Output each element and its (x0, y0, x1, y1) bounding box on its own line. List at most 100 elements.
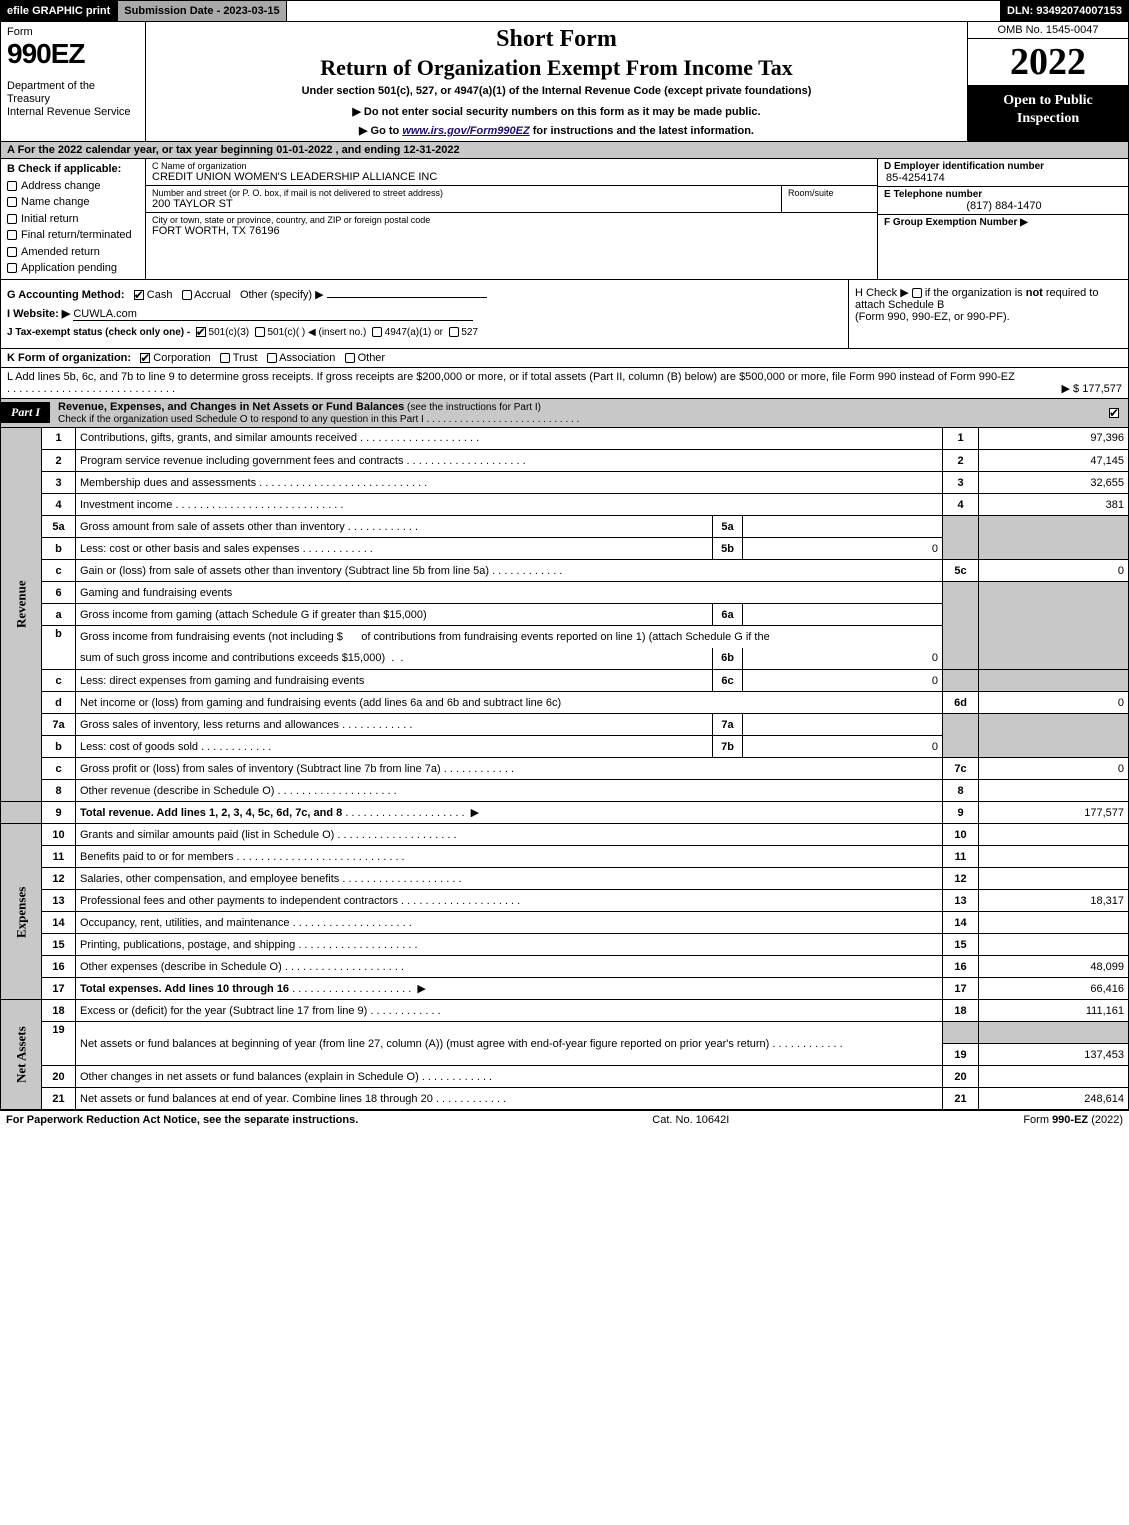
chk-address-change[interactable]: Address change (7, 178, 139, 195)
row-l: L Add lines 5b, 6c, and 7b to line 9 to … (0, 368, 1129, 399)
lbl-initial-return: Initial return (21, 213, 78, 225)
l13-rval: 18,317 (979, 890, 1129, 912)
footer-right: Form 990-EZ (2022) (1023, 1114, 1123, 1126)
l5b-sublabel: 5b (713, 538, 743, 560)
chk-4947[interactable] (372, 327, 382, 337)
street-row: Number and street (or P. O. box, if mail… (146, 186, 877, 213)
l4-rnum: 4 (943, 494, 979, 516)
l5c-rnum: 5c (943, 560, 979, 582)
group-exemption-label: F Group Exemption Number ▶ (884, 217, 1122, 228)
city-value: FORT WORTH, TX 76196 (152, 225, 871, 237)
phone-value: (817) 884-1470 (884, 200, 1122, 212)
chk-name-change[interactable]: Name change (7, 194, 139, 211)
header-center: Short Form Return of Organization Exempt… (146, 22, 968, 141)
lines-table: Revenue 1 Contributions, gifts, grants, … (0, 428, 1129, 1111)
header-right: OMB No. 1545-0047 2022 Open to Public In… (968, 22, 1128, 141)
chk-accrual[interactable] (182, 290, 192, 300)
chk-501c[interactable] (255, 327, 265, 337)
l15-rnum: 15 (943, 934, 979, 956)
l4-desc: Investment income (76, 494, 943, 516)
line-3: 3 Membership dues and assessments 3 32,6… (1, 472, 1129, 494)
l6c-rnum-grey (943, 670, 979, 692)
chk-527[interactable] (449, 327, 459, 337)
l12-desc: Salaries, other compensation, and employ… (76, 868, 943, 890)
l19-rval-grey (979, 1022, 1129, 1044)
l18-rval: 111,161 (979, 1000, 1129, 1022)
line-19a: 19 Net assets or fund balances at beginn… (1, 1022, 1129, 1044)
chk-initial-return[interactable]: Initial return (7, 211, 139, 228)
chk-amended-return[interactable]: Amended return (7, 244, 139, 261)
lbl-4947: 4947(a)(1) or (385, 327, 443, 338)
l5c-rval: 0 (979, 560, 1129, 582)
l21-num: 21 (42, 1088, 76, 1110)
l7b-subval: 0 (743, 736, 943, 758)
lbl-other-specify: Other (specify) ▶ (240, 289, 324, 301)
l7b-desc: Less: cost of goods sold (76, 736, 713, 758)
col-c-org-info: C Name of organization CREDIT UNION WOME… (146, 159, 878, 279)
l7a-subval (743, 714, 943, 736)
row-k: K Form of organization: Corporation Trus… (0, 349, 1129, 368)
l7c-rval: 0 (979, 758, 1129, 780)
footer-center: Cat. No. 10642I (652, 1114, 729, 1126)
chk-cash[interactable] (134, 290, 144, 300)
ein-label: D Employer identification number (884, 161, 1122, 172)
room-suite: Room/suite (781, 186, 871, 212)
l8-desc: Other revenue (describe in Schedule O) (76, 780, 943, 802)
l12-num: 12 (42, 868, 76, 890)
col-b-checkboxes: B Check if applicable: Address change Na… (1, 159, 146, 279)
l5ab-rnum-grey (943, 516, 979, 560)
l18-desc: Excess or (deficit) for the year (Subtra… (76, 1000, 943, 1022)
l5c-desc: Gain or (loss) from sale of assets other… (76, 560, 943, 582)
chk-association[interactable] (267, 353, 277, 363)
l7b-num: b (42, 736, 76, 758)
chk-corporation[interactable] (140, 353, 150, 363)
l6c-desc: Less: direct expenses from gaming and fu… (76, 670, 713, 692)
under-section: Under section 501(c), 527, or 4947(a)(1)… (154, 85, 959, 97)
phone-row: E Telephone number (817) 884-1470 (878, 187, 1128, 215)
goto-post: for instructions and the latest informat… (530, 125, 754, 137)
website-value: CUWLA.com (73, 308, 137, 320)
l7a-num: 7a (42, 714, 76, 736)
l16-rval: 48,099 (979, 956, 1129, 978)
row-ghij: G Accounting Method: Cash Accrual Other … (0, 280, 1129, 349)
l12-rnum: 12 (943, 868, 979, 890)
chk-application-pending[interactable]: Application pending (7, 260, 139, 277)
goto-note: ▶ Go to www.irs.gov/Form990EZ for instru… (154, 124, 959, 137)
goto-pre: ▶ Go to (359, 125, 402, 137)
city-row: City or town, state or province, country… (146, 213, 877, 279)
line-6c: c Less: direct expenses from gaming and … (1, 670, 1129, 692)
chk-h[interactable] (912, 288, 922, 298)
org-name-label: C Name of organization (152, 161, 871, 171)
chk-final-return[interactable]: Final return/terminated (7, 227, 139, 244)
h-text1: H Check ▶ (855, 287, 909, 299)
l5b-subval: 0 (743, 538, 943, 560)
line-13: 13 Professional fees and other payments … (1, 890, 1129, 912)
line-7a: 7a Gross sales of inventory, less return… (1, 714, 1129, 736)
l20-rnum: 20 (943, 1066, 979, 1088)
chk-other-org[interactable] (345, 353, 355, 363)
l6-desc: Gaming and fundraising events (76, 582, 943, 604)
l9-desc: Total revenue. Add lines 1, 2, 3, 4, 5c,… (76, 802, 943, 824)
l6d-rval: 0 (979, 692, 1129, 714)
l2-rval: 47,145 (979, 450, 1129, 472)
l21-rval: 248,614 (979, 1088, 1129, 1110)
chk-trust[interactable] (220, 353, 230, 363)
chk-501c3[interactable] (196, 327, 206, 337)
efile-print-button[interactable]: efile GRAPHIC print (0, 0, 117, 22)
l6-rval-grey (979, 582, 1129, 670)
l6c-sublabel: 6c (713, 670, 743, 692)
l11-rnum: 11 (943, 846, 979, 868)
part1-chk[interactable] (1100, 407, 1128, 419)
lbl-address-change: Address change (21, 180, 101, 192)
l13-rnum: 13 (943, 890, 979, 912)
line-6: 6 Gaming and fundraising events (1, 582, 1129, 604)
short-form-title: Short Form (154, 26, 959, 53)
other-specify-blank[interactable] (327, 297, 487, 298)
l21-rnum: 21 (943, 1088, 979, 1110)
lbl-association: Association (279, 352, 335, 364)
g-label: G Accounting Method: (7, 289, 125, 301)
l-text: L Add lines 5b, 6c, and 7b to line 9 to … (7, 371, 1054, 395)
irs-link[interactable]: www.irs.gov/Form990EZ (402, 125, 529, 137)
section-bcdef: B Check if applicable: Address change Na… (0, 159, 1129, 280)
l6d-num: d (42, 692, 76, 714)
